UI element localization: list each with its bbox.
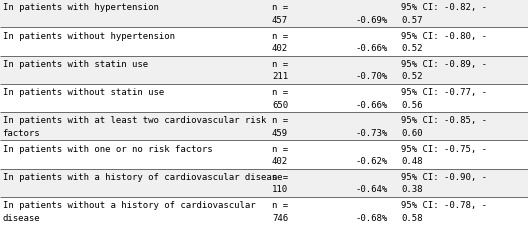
Text: 746: 746 — [272, 213, 288, 222]
Text: n =: n = — [272, 172, 288, 181]
Text: -0.62%: -0.62% — [356, 156, 388, 165]
Text: In patients with hypertension: In patients with hypertension — [3, 3, 158, 12]
Text: 95% CI: -0.82, -: 95% CI: -0.82, - — [401, 3, 487, 12]
Text: n =: n = — [272, 200, 288, 209]
Text: disease: disease — [3, 213, 40, 222]
Text: 95% CI: -0.85, -: 95% CI: -0.85, - — [401, 116, 487, 125]
Text: In patients with a history of cardiovascular disease: In patients with a history of cardiovasc… — [3, 172, 282, 181]
Text: 0.48: 0.48 — [401, 156, 423, 165]
Text: In patients with one or no risk factors: In patients with one or no risk factors — [3, 144, 212, 153]
Text: -0.68%: -0.68% — [356, 213, 388, 222]
Bar — [0, 197, 528, 225]
Text: -0.70%: -0.70% — [356, 72, 388, 81]
Text: n =: n = — [272, 144, 288, 153]
Text: 459: 459 — [272, 128, 288, 137]
Text: 95% CI: -0.80, -: 95% CI: -0.80, - — [401, 32, 487, 40]
Text: 457: 457 — [272, 16, 288, 25]
Text: n =: n = — [272, 88, 288, 97]
Text: 95% CI: -0.75, -: 95% CI: -0.75, - — [401, 144, 487, 153]
Text: 0.52: 0.52 — [401, 72, 423, 81]
Text: n =: n = — [272, 60, 288, 69]
Text: 0.60: 0.60 — [401, 128, 423, 137]
Text: 95% CI: -0.77, -: 95% CI: -0.77, - — [401, 88, 487, 97]
Text: 0.56: 0.56 — [401, 100, 423, 109]
Text: 0.58: 0.58 — [401, 213, 423, 222]
Text: -0.73%: -0.73% — [356, 128, 388, 137]
Text: -0.64%: -0.64% — [356, 184, 388, 194]
Text: 211: 211 — [272, 72, 288, 81]
Bar — [0, 0, 528, 28]
Bar — [0, 141, 528, 169]
Text: 0.38: 0.38 — [401, 184, 423, 194]
Text: In patients with at least two cardiovascular risk: In patients with at least two cardiovasc… — [3, 116, 266, 125]
Text: 95% CI: -0.90, -: 95% CI: -0.90, - — [401, 172, 487, 181]
Text: 402: 402 — [272, 44, 288, 53]
Text: factors: factors — [3, 128, 40, 137]
Text: -0.66%: -0.66% — [356, 100, 388, 109]
Text: -0.66%: -0.66% — [356, 44, 388, 53]
Text: 402: 402 — [272, 156, 288, 165]
Text: n =: n = — [272, 116, 288, 125]
Bar — [0, 112, 528, 141]
Bar — [0, 169, 528, 197]
Text: -0.69%: -0.69% — [356, 16, 388, 25]
Text: In patients without statin use: In patients without statin use — [3, 88, 164, 97]
Text: n =: n = — [272, 32, 288, 40]
Text: In patients without hypertension: In patients without hypertension — [3, 32, 175, 40]
Bar — [0, 56, 528, 84]
Bar — [0, 28, 528, 56]
Text: 110: 110 — [272, 184, 288, 194]
Bar — [0, 84, 528, 112]
Text: 0.52: 0.52 — [401, 44, 423, 53]
Text: 0.57: 0.57 — [401, 16, 423, 25]
Text: In patients without a history of cardiovascular: In patients without a history of cardiov… — [3, 200, 255, 209]
Text: n =: n = — [272, 3, 288, 12]
Text: 650: 650 — [272, 100, 288, 109]
Text: 95% CI: -0.89, -: 95% CI: -0.89, - — [401, 60, 487, 69]
Text: 95% CI: -0.78, -: 95% CI: -0.78, - — [401, 200, 487, 209]
Text: In patients with statin use: In patients with statin use — [3, 60, 148, 69]
